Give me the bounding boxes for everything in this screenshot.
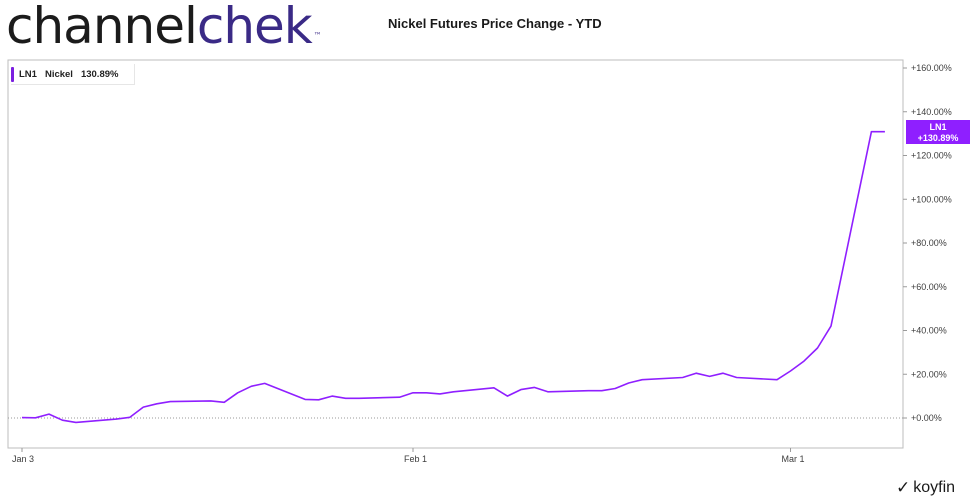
y-tick-label: +20.00% — [911, 369, 947, 379]
series-line-ln1 — [21, 130, 885, 424]
legend-value: 130.89% — [80, 68, 119, 80]
logo-text-chek: chek — [196, 0, 313, 55]
koyfin-watermark: ✓ koyfin — [896, 478, 955, 498]
logo-trademark: ™ — [313, 31, 322, 40]
badge-ticker: LN1 — [929, 122, 947, 132]
legend-color-swatch — [11, 66, 14, 82]
y-tick-label: +140.00% — [911, 107, 952, 117]
plot-frame — [7, 59, 904, 449]
x-tick-label: Jan 3 — [12, 454, 34, 464]
y-tick-label: +40.00% — [911, 326, 947, 336]
logo-text-channel: channel — [6, 0, 198, 55]
koyfin-text: koyfin — [913, 479, 956, 496]
y-tick-label: +100.00% — [911, 194, 952, 204]
x-tick-label: Mar 1 — [782, 454, 805, 464]
y-tick-label: +0.00% — [911, 413, 942, 423]
y-tick-label: +120.00% — [911, 151, 952, 161]
y-tick-label: +80.00% — [911, 238, 947, 248]
chart-legend[interactable]: LN1 Nickel 130.89% — [11, 64, 136, 85]
koyfin-logo-icon: ✓ — [896, 478, 911, 497]
x-tick-label: Feb 1 — [404, 454, 427, 464]
legend-ticker: LN1 — [19, 68, 37, 80]
badge-value: +130.89% — [917, 133, 959, 143]
last-value-badge: LN1 +130.89% — [906, 120, 970, 144]
y-tick-label: +160.00% — [911, 63, 952, 73]
legend-name: Nickel — [44, 68, 73, 80]
chart-title: Nickel Futures Price Change - YTD — [388, 16, 602, 31]
y-tick-label: +60.00% — [911, 282, 947, 292]
channelchek-logo: channelchek ™ — [6, 0, 322, 58]
